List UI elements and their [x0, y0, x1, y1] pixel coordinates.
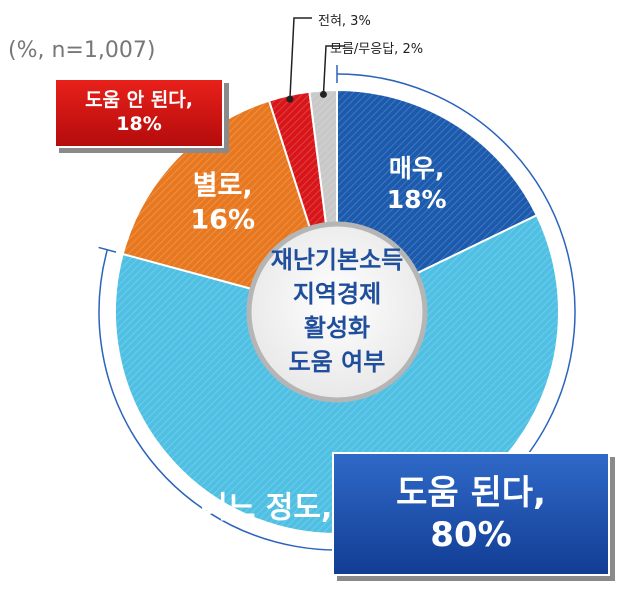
- slice-very-texture: [337, 90, 537, 274]
- label-not-much: 별로, 16%: [190, 170, 255, 235]
- not-helpful-label: 도움 안 된다,: [85, 89, 193, 112]
- label-not-at-all: 전혀, 3%: [318, 14, 371, 29]
- center-title-line-3: 활성화: [304, 314, 370, 342]
- helpful-value: 80%: [430, 515, 512, 555]
- slice-not-much-texture: [122, 100, 311, 290]
- center-title-line-4: 도움 여부: [289, 348, 386, 376]
- leader-not-at-all-dot: [286, 95, 294, 103]
- center-title-line-1: 재난기본소득: [271, 246, 403, 274]
- helpful-label: 도움 된다,: [396, 472, 546, 513]
- helpful-bracket-tick-2: [98, 246, 117, 253]
- center-hole: [246, 221, 428, 403]
- not-helpful-box: 도움 안 된다, 18%: [54, 78, 224, 148]
- center-title-line-2: 지역경제: [293, 280, 381, 308]
- sample-note: (%, n=1,007): [8, 38, 156, 63]
- slice-dont-know-texture: [309, 90, 337, 225]
- not-helpful-value: 18%: [116, 113, 162, 135]
- leader-dont-know: [322, 45, 344, 95]
- slice-not-at-all-texture: [269, 91, 327, 229]
- label-dont-know: 모름/무응답, 2%: [330, 42, 424, 57]
- leader-not-at-all: [289, 17, 312, 100]
- leader-dont-know-dot: [319, 90, 327, 98]
- helpful-box: 도움 된다, 80%: [332, 452, 610, 576]
- label-very: 매우, 18%: [387, 154, 447, 214]
